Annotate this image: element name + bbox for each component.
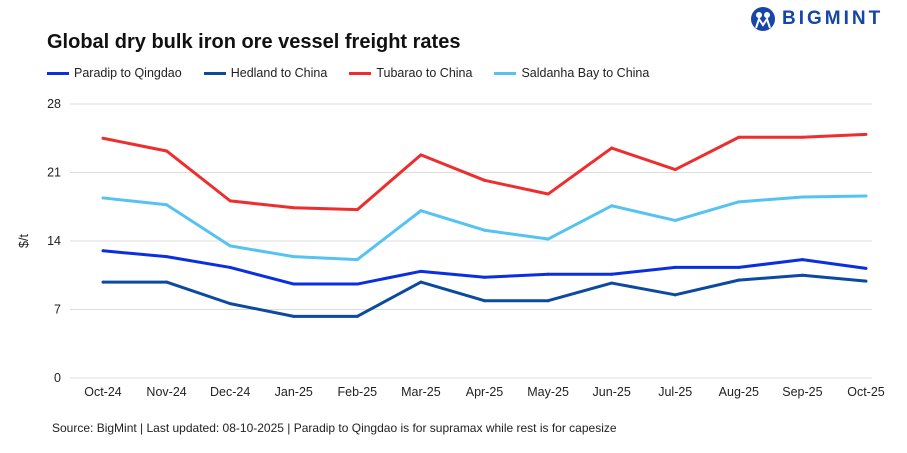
data-point xyxy=(673,265,677,269)
data-point xyxy=(546,192,550,196)
data-point xyxy=(419,280,423,284)
data-point xyxy=(610,146,614,150)
legend-swatch xyxy=(494,71,517,75)
legend: Paradip to Qingdao Hedland to China Tubara… xyxy=(47,66,649,80)
x-tick-label: Jan-25 xyxy=(275,385,313,399)
data-point xyxy=(165,203,169,207)
y-tick-label: 7 xyxy=(54,303,61,317)
data-point xyxy=(101,249,105,253)
x-tick-label: Oct-24 xyxy=(84,385,122,399)
legend-swatch xyxy=(203,71,226,75)
x-tick-label: Jul-25 xyxy=(658,385,692,399)
logo-icon xyxy=(751,7,775,31)
data-point xyxy=(800,195,804,199)
data-point xyxy=(228,199,232,203)
legend-item: Saldanha Bay to China xyxy=(494,66,649,80)
data-point xyxy=(419,153,423,157)
data-point xyxy=(483,299,486,303)
data-point xyxy=(292,314,296,318)
data-point xyxy=(165,280,169,284)
chart-title: Global dry bulk iron ore vessel freight … xyxy=(47,31,461,53)
legend-label: Hedland to China xyxy=(230,66,328,80)
data-point xyxy=(800,273,804,277)
bigmint-logo: BIGMINT xyxy=(750,6,883,32)
x-tick-label: Nov-24 xyxy=(146,385,186,399)
y-tick-label: 0 xyxy=(54,371,61,385)
data-point xyxy=(165,149,169,153)
x-tick-label: Feb-25 xyxy=(338,385,378,399)
data-point xyxy=(673,293,677,297)
data-point xyxy=(673,168,677,172)
data-point xyxy=(419,269,423,273)
y-axis-label: $/t xyxy=(17,234,31,248)
x-tick-label: Aug-25 xyxy=(719,385,759,399)
x-tick-label: Oct-25 xyxy=(847,385,885,399)
legend-label: Tubarao to China xyxy=(376,66,473,80)
data-point xyxy=(228,302,232,306)
data-point xyxy=(610,281,614,285)
data-point xyxy=(546,272,550,276)
legend-item: Tubarao to China xyxy=(349,66,472,80)
x-tick-label: Sep-25 xyxy=(782,385,822,399)
data-point xyxy=(228,265,232,269)
data-point xyxy=(228,244,232,248)
data-point xyxy=(864,279,868,283)
series-line-1 xyxy=(103,273,867,318)
data-point xyxy=(483,178,486,182)
x-tick-label: Dec-24 xyxy=(210,385,250,399)
series-line-3 xyxy=(102,194,867,262)
data-point xyxy=(673,218,677,222)
data-point xyxy=(737,278,741,282)
data-point xyxy=(292,282,296,286)
data-point xyxy=(737,265,741,269)
data-point xyxy=(737,200,741,204)
x-tick-label: Mar-25 xyxy=(401,385,441,399)
data-point xyxy=(165,255,169,259)
data-point xyxy=(355,314,359,318)
data-point xyxy=(800,135,804,139)
data-point xyxy=(483,228,486,232)
legend-item: Hedland to China xyxy=(203,66,328,80)
data-point xyxy=(355,282,359,286)
data-point xyxy=(419,209,423,213)
data-point xyxy=(355,208,359,212)
data-point xyxy=(355,258,359,262)
data-point xyxy=(610,272,614,276)
legend-item: Paradip to Qingdao xyxy=(47,66,182,80)
legend-label: Paradip to Qingdao xyxy=(74,66,182,80)
data-point xyxy=(101,196,105,200)
data-point xyxy=(864,194,868,198)
y-tick-label: 21 xyxy=(47,166,61,180)
source-note: Source: BigMint | Last updated: 08-10-20… xyxy=(52,421,617,435)
x-tick-label: May-25 xyxy=(527,385,569,399)
y-tick-label: 14 xyxy=(47,234,61,248)
data-point xyxy=(864,132,868,136)
data-point xyxy=(101,136,105,140)
x-tick-label: Jun-25 xyxy=(593,385,631,399)
brand-name: BIGMINT xyxy=(782,8,884,29)
data-point xyxy=(800,258,804,262)
data-point xyxy=(292,206,296,210)
data-point xyxy=(546,237,550,241)
legend-swatch xyxy=(349,71,372,75)
data-point xyxy=(610,204,614,208)
legend-label: Saldanha Bay to China xyxy=(521,66,650,80)
y-tick-label: 28 xyxy=(47,97,61,111)
data-point xyxy=(292,255,296,259)
data-point xyxy=(101,280,105,284)
legend-swatch xyxy=(47,71,69,75)
data-point xyxy=(546,299,550,303)
data-point xyxy=(483,275,486,279)
x-tick-label: Apr-25 xyxy=(466,385,504,399)
data-point xyxy=(864,266,868,270)
data-point xyxy=(737,135,741,139)
